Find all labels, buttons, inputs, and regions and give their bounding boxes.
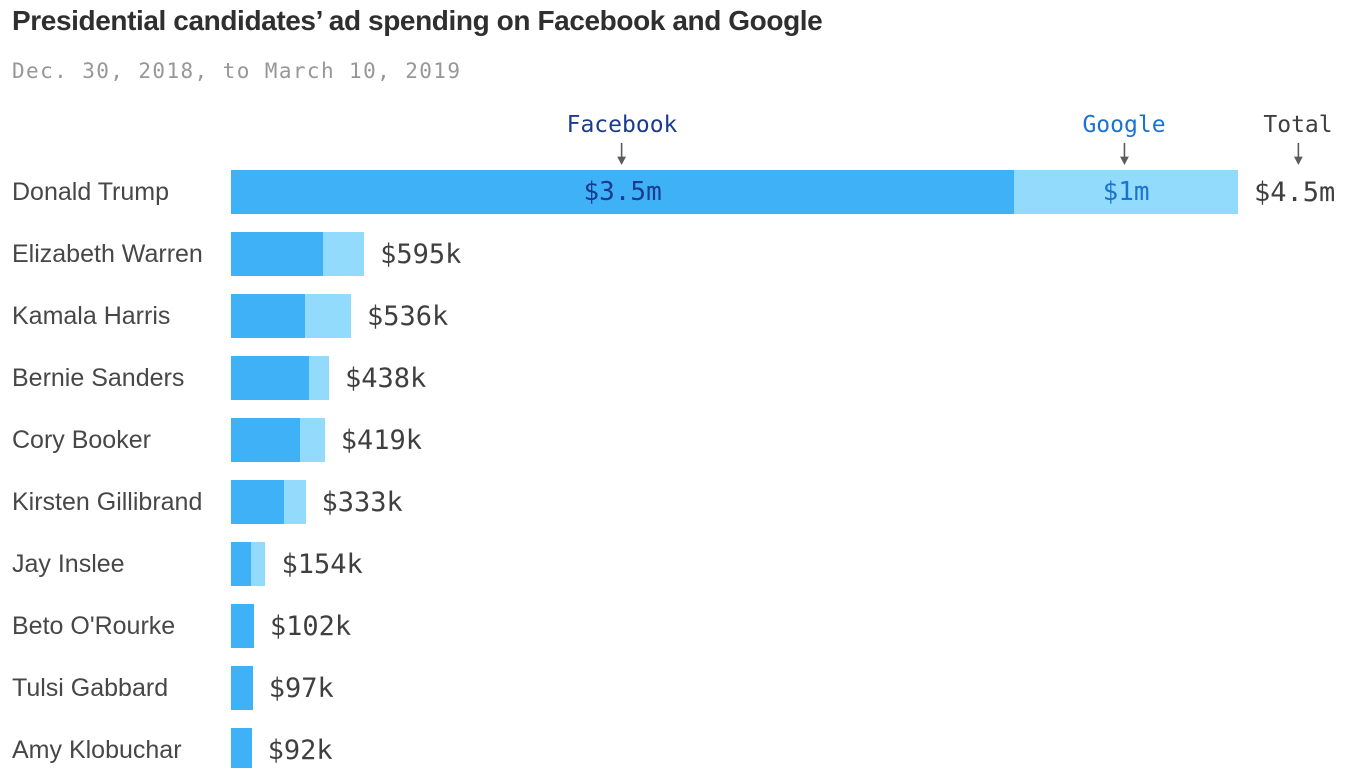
total-value-label: $595k: [380, 239, 462, 270]
chart-row: Elizabeth Warren $595k: [0, 232, 1366, 294]
total-value-label: $438k: [345, 363, 427, 394]
spending-bar: [231, 356, 329, 400]
facebook-bar-segment: [231, 232, 323, 276]
chart-row: Amy Klobuchar $92k: [0, 728, 1366, 768]
facebook-bar-segment: [231, 542, 251, 586]
total-column-header: Total: [1263, 112, 1333, 166]
google-bar-segment: $1m: [1014, 170, 1238, 214]
total-value-label: $97k: [268, 673, 334, 704]
facebook-bar-segment: [231, 666, 253, 710]
spending-bar: [231, 294, 351, 338]
google-value-label: $1m: [1102, 177, 1150, 207]
facebook-bar-segment: [231, 294, 306, 338]
chart-row: Donald Trump $3.5m $1m $4.5m: [0, 170, 1366, 232]
down-arrow-icon: [1293, 143, 1303, 165]
facebook-value-label: $3.5m: [583, 177, 662, 207]
candidate-name: Kirsten Gillibrand: [12, 488, 203, 516]
candidate-name: Donald Trump: [12, 178, 170, 206]
facebook-column-header: Facebook: [566, 112, 678, 166]
google-bar-segment: [250, 542, 266, 586]
google-bar-segment: [305, 294, 351, 338]
candidate-name: Bernie Sanders: [12, 364, 185, 392]
chart-row: Kirsten Gillibrand $333k: [0, 480, 1366, 542]
chart-subtitle: Dec. 30, 2018, to March 10, 2019: [12, 59, 462, 83]
facebook-bar-segment: [231, 480, 284, 524]
chart-row: Cory Booker $419k: [0, 418, 1366, 480]
chart-row: Bernie Sanders $438k: [0, 356, 1366, 418]
google-column-label: Google: [1082, 112, 1166, 138]
spending-bar: [231, 604, 254, 648]
spending-bar: [231, 480, 306, 524]
total-value-label: $154k: [281, 549, 363, 580]
down-arrow-icon: [617, 143, 627, 165]
chart-row: Tulsi Gabbard $97k: [0, 666, 1366, 728]
candidate-name: Amy Klobuchar: [12, 736, 182, 764]
total-column-label: Total: [1263, 112, 1333, 138]
candidate-name: Cory Booker: [12, 426, 151, 454]
spending-bar: [231, 728, 252, 768]
spending-bar: [231, 542, 266, 586]
candidate-name: Kamala Harris: [12, 302, 171, 330]
candidate-name: Beto O'Rourke: [12, 612, 176, 640]
spending-bar: [231, 418, 325, 462]
total-value-label: $4.5m: [1254, 177, 1336, 208]
spending-bar: $3.5m $1m: [231, 170, 1238, 214]
google-column-header: Google: [1082, 112, 1166, 166]
google-bar-segment: [309, 356, 329, 400]
chart-row: Beto O'Rourke $102k: [0, 604, 1366, 666]
total-value-label: $536k: [366, 301, 449, 332]
google-bar-segment: [322, 232, 365, 276]
bar-chart-rows: Donald Trump $3.5m $1m $4.5m Elizabeth W…: [0, 170, 1366, 768]
facebook-bar-segment: $3.5m: [231, 170, 1015, 214]
facebook-column-label: Facebook: [566, 112, 678, 138]
chart-title: Presidential candidates’ ad spending on …: [12, 5, 823, 36]
google-bar-segment: [299, 418, 325, 462]
total-value-label: $333k: [321, 487, 403, 518]
candidate-name: Tulsi Gabbard: [12, 674, 169, 702]
google-bar-segment: [283, 480, 306, 524]
total-value-label: $419k: [340, 425, 423, 456]
total-value-label: $92k: [267, 735, 333, 766]
facebook-bar-segment: [231, 356, 310, 400]
down-arrow-icon: [1119, 143, 1129, 165]
facebook-bar-segment: [231, 418, 300, 462]
chart-row: Kamala Harris $536k: [0, 294, 1366, 356]
total-value-label: $102k: [269, 611, 352, 642]
facebook-bar-segment: [231, 604, 254, 648]
spending-bar: [231, 666, 253, 710]
candidate-name: Elizabeth Warren: [12, 240, 203, 268]
candidate-name: Jay Inslee: [12, 550, 125, 578]
facebook-bar-segment: [231, 728, 252, 768]
chart-row: Jay Inslee $154k: [0, 542, 1366, 604]
spending-bar: [231, 232, 365, 276]
